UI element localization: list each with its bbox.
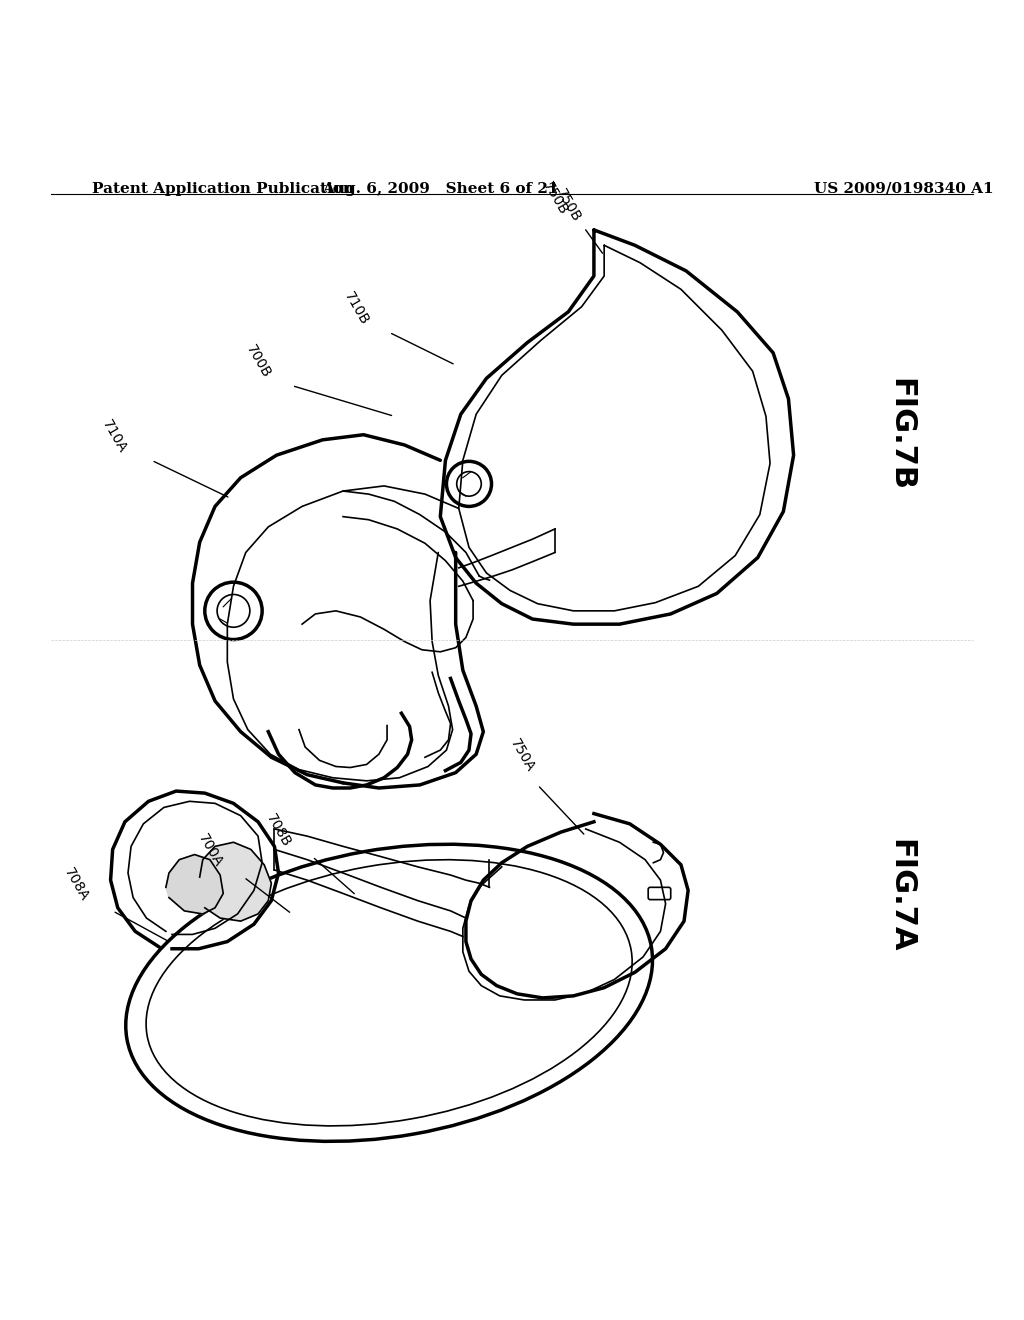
Polygon shape bbox=[166, 854, 223, 913]
Text: Aug. 6, 2009   Sheet 6 of 21: Aug. 6, 2009 Sheet 6 of 21 bbox=[323, 182, 558, 195]
Text: 700B: 700B bbox=[243, 342, 273, 380]
Text: 708A: 708A bbox=[61, 866, 92, 904]
Text: 750B: 750B bbox=[540, 180, 570, 218]
Text: 750B: 750B bbox=[553, 186, 602, 253]
Text: FIG.7B: FIG.7B bbox=[887, 379, 915, 491]
Text: 710A: 710A bbox=[99, 417, 130, 455]
Text: 708B: 708B bbox=[263, 812, 294, 850]
Text: US 2009/0198340 A1: US 2009/0198340 A1 bbox=[814, 182, 993, 195]
Text: 710B: 710B bbox=[341, 289, 372, 327]
Text: Patent Application Publication: Patent Application Publication bbox=[92, 182, 354, 195]
Text: 750A: 750A bbox=[507, 737, 538, 775]
Polygon shape bbox=[200, 842, 271, 921]
Text: 700A: 700A bbox=[195, 832, 225, 870]
Text: FIG.7A: FIG.7A bbox=[887, 838, 915, 952]
